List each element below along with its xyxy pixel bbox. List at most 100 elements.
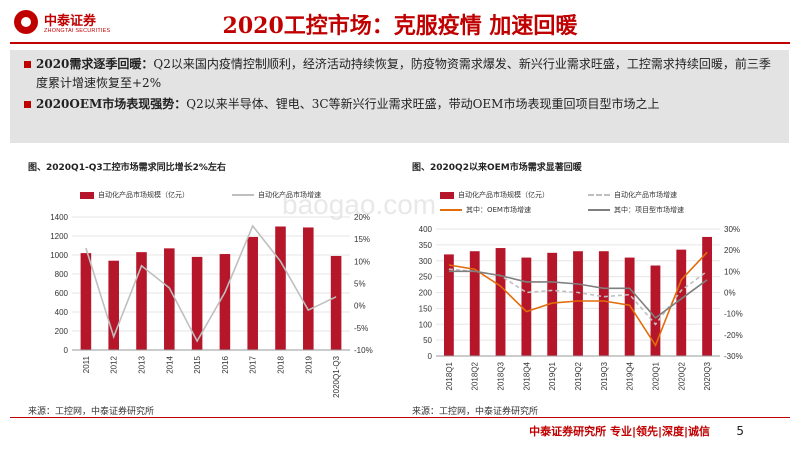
- series-line: [85, 224, 337, 343]
- chart-1-title: 图、2020Q1-Q3工控市场需求同比增长2%左右: [28, 163, 226, 173]
- bar: [108, 260, 119, 350]
- x-tick-label: 2011: [82, 355, 91, 373]
- logo-mark-icon: [14, 10, 38, 34]
- legend-swatch: [440, 209, 462, 211]
- y-right-tick-label: 10%: [354, 257, 370, 266]
- series-line: [448, 251, 708, 348]
- bullet-1-text: Q2以来国内疫情控制顺利，经济活动持续恢复，防疫物资需求爆发、新兴行业需求旺盛，…: [36, 57, 771, 90]
- y-right-tick-label: 30%: [724, 225, 740, 234]
- bar: [702, 236, 712, 356]
- title-divider: [10, 42, 790, 44]
- y-right-tick-label: 20%: [724, 246, 740, 255]
- x-tick-label: 2019Q1: [548, 361, 557, 390]
- logo-en-text: ZHONGTAI SECURITIES: [44, 28, 111, 34]
- bar: [650, 265, 661, 356]
- bar: [136, 252, 147, 350]
- legend-swatch: [588, 194, 610, 196]
- y-left-tick-label: 600: [55, 289, 69, 298]
- y-left-tick-label: 350: [419, 241, 433, 250]
- y-right-tick-label: 0%: [354, 302, 366, 311]
- bullet-square-icon: [24, 61, 31, 68]
- x-tick-label: 2020Q3: [703, 361, 712, 390]
- x-tick-label: 2016: [221, 355, 230, 373]
- bullet-1-lead: 2020需求逐季回暖：: [36, 57, 154, 71]
- chart-1-legend-bar: 自动化产品市场规模（亿元）: [80, 190, 189, 200]
- series-line: [448, 270, 708, 319]
- chart-1-plot: 0 200 400 600 800 1000 1200 1400 -10% -5% 0% 5% 10% 1…: [50, 213, 373, 398]
- y-left-tick-label: 400: [419, 225, 433, 234]
- y-right-tick-label: -20%: [724, 331, 743, 340]
- x-tick-label: 2012: [110, 355, 119, 373]
- y-left-tick-label: 50: [423, 336, 432, 345]
- bar: [247, 236, 258, 350]
- x-tick-label: 2019Q3: [600, 361, 609, 390]
- y-right-tick-label: -30%: [724, 352, 743, 361]
- bar: [303, 227, 314, 350]
- chart-2-legend-bar: 自动化产品市场规模（亿元）: [440, 190, 549, 200]
- chart-2-legend-project: 其中：项目型市场增速: [588, 205, 684, 215]
- y-left-tick-label: 250: [419, 273, 433, 282]
- x-tick-label: 2018Q2: [471, 361, 480, 390]
- y-left-tick-label: 200: [419, 289, 433, 298]
- summary-box: 2020需求逐季回暖：Q2以来国内疫情控制顺利，经济活动持续恢复，防疫物资需求爆…: [10, 50, 789, 143]
- chart-2-legend-total-growth: 自动化产品市场增速: [588, 190, 677, 200]
- x-tick-label: 2020Q2: [677, 361, 686, 390]
- y-right-tick-label: -5%: [354, 324, 368, 333]
- x-tick-label: 2017: [249, 355, 258, 373]
- x-tick-label: 2013: [138, 355, 147, 373]
- x-tick-label: 2015: [193, 355, 202, 373]
- y-left-tick-label: 150: [419, 304, 433, 313]
- chart-1-legend-line: 自动化产品市场增速: [232, 190, 321, 200]
- bullet-square-icon: [24, 101, 31, 108]
- x-tick-label: 2019: [304, 355, 313, 373]
- y-left-tick-label: 1000: [50, 251, 68, 260]
- y-left-tick-label: 1200: [50, 232, 68, 241]
- legend-swatch: [80, 191, 94, 199]
- y-right-tick-label: 15%: [354, 235, 370, 244]
- x-tick-label: 2014: [165, 355, 174, 373]
- chart-1-source: 来源：工控网，中泰证券研究所: [28, 407, 155, 417]
- legend-swatch: [588, 209, 610, 211]
- bar: [275, 226, 286, 350]
- y-left-tick-label: 200: [55, 327, 69, 336]
- legend-swatch: [440, 191, 454, 199]
- x-tick-label: 2020Q1: [651, 361, 660, 390]
- summary-bullet-1: 2020需求逐季回暖：Q2以来国内疫情控制顺利，经济活动持续恢复，防疫物资需求爆…: [24, 55, 776, 93]
- logo-cn-text: 中泰证券: [44, 14, 97, 29]
- y-right-tick-label: 5%: [354, 280, 366, 289]
- bar: [495, 248, 506, 356]
- page-number: 5: [736, 424, 744, 438]
- bar: [444, 254, 454, 356]
- bar: [80, 253, 92, 350]
- y-right-tick-label: -10%: [354, 346, 373, 355]
- chart-2-title: 图、2020Q2以来OEM市场需求显著回暖: [412, 163, 582, 173]
- x-tick-label: 2018Q4: [522, 361, 531, 390]
- y-left-tick-label: 0: [64, 346, 69, 355]
- bar: [676, 249, 687, 356]
- bullet-2-lead: 2020OEM市场表现强势：: [36, 97, 187, 111]
- bar: [469, 251, 480, 356]
- bar: [330, 255, 342, 350]
- y-right-tick-label: 0%: [724, 289, 736, 298]
- x-tick-label: 2019Q2: [574, 361, 583, 390]
- bullet-2-text: Q2以来半导体、锂电、3C等新兴行业需求旺盛，带动OEM市场表现重回项目型市场之…: [186, 97, 660, 111]
- company-logo: 中泰证券 ZHONGTAI SECURITIES: [14, 6, 124, 46]
- bar: [598, 251, 609, 356]
- chart-2-source: 来源：工控网，中泰证券研究所: [412, 407, 539, 417]
- legend-swatch: [232, 194, 254, 196]
- x-tick-label: 2019Q4: [626, 361, 635, 390]
- y-left-tick-label: 400: [55, 308, 69, 317]
- y-left-tick-label: 0: [428, 352, 433, 361]
- y-right-tick-label: 20%: [354, 213, 370, 222]
- y-left-tick-label: 100: [419, 320, 433, 329]
- bar: [219, 254, 231, 350]
- bar: [164, 248, 175, 350]
- watermark: baogao.com: [282, 189, 437, 220]
- bar: [547, 252, 558, 356]
- x-tick-label: 2020Q1-Q3: [332, 355, 341, 397]
- y-left-tick-label: 800: [55, 270, 69, 279]
- y-right-tick-label: 10%: [724, 267, 740, 276]
- footer-divider: [10, 417, 790, 418]
- chart-2-plot: 0 50 100 150 200 250 300 350 400 -30% -20% -10% 0% 10…: [419, 225, 743, 390]
- chart-2-legend-oem: 其中：OEM市场增速: [440, 205, 531, 215]
